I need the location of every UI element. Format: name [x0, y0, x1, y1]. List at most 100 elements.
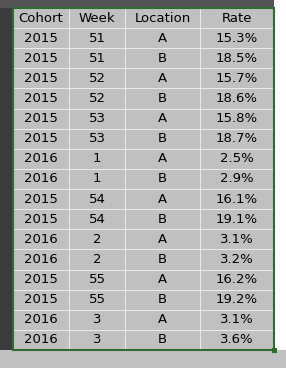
Bar: [125, 229, 200, 250]
Bar: [13, 149, 69, 169]
Text: Rate: Rate: [222, 11, 252, 25]
Bar: [13, 330, 69, 350]
Bar: [200, 229, 274, 250]
Text: 52: 52: [89, 72, 106, 85]
Bar: [200, 250, 274, 269]
Bar: [69, 48, 125, 68]
Text: 3: 3: [93, 313, 102, 326]
Text: 2016: 2016: [24, 313, 58, 326]
Bar: [200, 48, 274, 68]
Text: B: B: [158, 92, 167, 105]
Text: A: A: [158, 233, 167, 246]
Bar: [69, 229, 125, 250]
Bar: [13, 68, 69, 88]
Text: A: A: [158, 273, 167, 286]
Text: B: B: [158, 213, 167, 226]
Text: Location: Location: [134, 11, 190, 25]
Bar: [200, 109, 274, 129]
Text: B: B: [158, 293, 167, 306]
Bar: [69, 330, 125, 350]
Bar: [125, 8, 200, 28]
Bar: [69, 310, 125, 330]
Text: 2015: 2015: [24, 112, 58, 125]
Text: 15.3%: 15.3%: [216, 32, 258, 45]
Text: 18.5%: 18.5%: [216, 52, 258, 65]
Text: 3.2%: 3.2%: [220, 253, 254, 266]
Text: 19.2%: 19.2%: [216, 293, 258, 306]
Bar: [200, 129, 274, 149]
Bar: [13, 109, 69, 129]
Text: 3.1%: 3.1%: [220, 233, 254, 246]
Text: 2.5%: 2.5%: [220, 152, 254, 165]
Text: B: B: [158, 173, 167, 185]
Bar: [125, 48, 200, 68]
Text: A: A: [158, 152, 167, 165]
Text: Cohort: Cohort: [19, 11, 63, 25]
Bar: [200, 8, 274, 28]
Bar: [200, 28, 274, 48]
Bar: [200, 330, 274, 350]
Text: 51: 51: [89, 52, 106, 65]
Text: 2015: 2015: [24, 72, 58, 85]
Bar: [125, 68, 200, 88]
Bar: [69, 68, 125, 88]
Bar: [13, 28, 69, 48]
Text: 2015: 2015: [24, 213, 58, 226]
Text: A: A: [158, 192, 167, 206]
Text: 53: 53: [89, 132, 106, 145]
Text: 2015: 2015: [24, 132, 58, 145]
Bar: [125, 290, 200, 310]
Bar: [13, 189, 69, 209]
Bar: [0, 0, 13, 368]
Bar: [69, 109, 125, 129]
Text: 55: 55: [89, 273, 106, 286]
Bar: [200, 169, 274, 189]
Bar: [13, 88, 69, 109]
Bar: [13, 48, 69, 68]
Bar: [0, 0, 286, 8]
Text: 2: 2: [93, 233, 102, 246]
Text: 2015: 2015: [24, 92, 58, 105]
Bar: [125, 209, 200, 229]
Text: 2015: 2015: [24, 32, 58, 45]
Text: 51: 51: [89, 32, 106, 45]
Bar: [200, 310, 274, 330]
Text: 18.7%: 18.7%: [216, 132, 258, 145]
Text: 53: 53: [89, 112, 106, 125]
Text: 15.8%: 15.8%: [216, 112, 258, 125]
Bar: [0, 350, 286, 368]
Text: 3.6%: 3.6%: [220, 333, 254, 346]
Text: A: A: [158, 32, 167, 45]
Text: 54: 54: [89, 192, 106, 206]
Text: 2016: 2016: [24, 173, 58, 185]
Text: 2016: 2016: [24, 333, 58, 346]
Bar: [69, 189, 125, 209]
Bar: [125, 330, 200, 350]
Bar: [125, 269, 200, 290]
Text: 2015: 2015: [24, 52, 58, 65]
Bar: [125, 149, 200, 169]
Text: 2016: 2016: [24, 253, 58, 266]
Text: 3.1%: 3.1%: [220, 313, 254, 326]
Bar: [69, 269, 125, 290]
Bar: [69, 129, 125, 149]
Text: 2016: 2016: [24, 152, 58, 165]
Text: 15.7%: 15.7%: [216, 72, 258, 85]
Text: 2.9%: 2.9%: [220, 173, 254, 185]
Bar: [13, 129, 69, 149]
Bar: [200, 189, 274, 209]
Bar: [13, 169, 69, 189]
Bar: [200, 269, 274, 290]
Text: A: A: [158, 112, 167, 125]
Bar: [13, 269, 69, 290]
Bar: [69, 28, 125, 48]
Text: B: B: [158, 253, 167, 266]
Bar: [13, 209, 69, 229]
Text: 19.1%: 19.1%: [216, 213, 258, 226]
Bar: [69, 8, 125, 28]
Bar: [69, 88, 125, 109]
Text: 2015: 2015: [24, 273, 58, 286]
Bar: [200, 68, 274, 88]
Bar: [13, 229, 69, 250]
Bar: [69, 290, 125, 310]
